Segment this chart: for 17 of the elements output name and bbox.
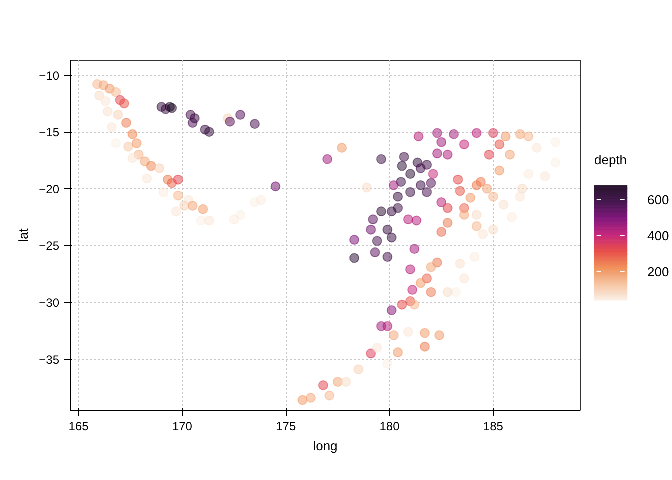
x-tick-label: 170 — [172, 420, 193, 434]
color-bar-title: depth — [594, 152, 628, 168]
x-tick-label: 185 — [483, 420, 504, 434]
color-bar-label: 200 — [648, 264, 670, 280]
y-tick-label: −10 — [39, 68, 60, 83]
y-tick-label: −20 — [39, 182, 60, 196]
y-axis-title: lat — [16, 228, 32, 242]
y-tick-label: −25 — [39, 239, 60, 254]
color-bar-label: 600 — [648, 192, 670, 208]
y-tick-label: −30 — [39, 296, 60, 310]
x-tick-label: 175 — [276, 420, 296, 434]
y-tick-label: −35 — [39, 352, 60, 367]
y-tick-label: −15 — [39, 126, 60, 140]
x-tick-label: 165 — [68, 420, 90, 434]
x-axis-title: long — [313, 438, 338, 454]
color-bar-label: 400 — [648, 228, 670, 244]
x-tick-label: 180 — [380, 420, 400, 434]
